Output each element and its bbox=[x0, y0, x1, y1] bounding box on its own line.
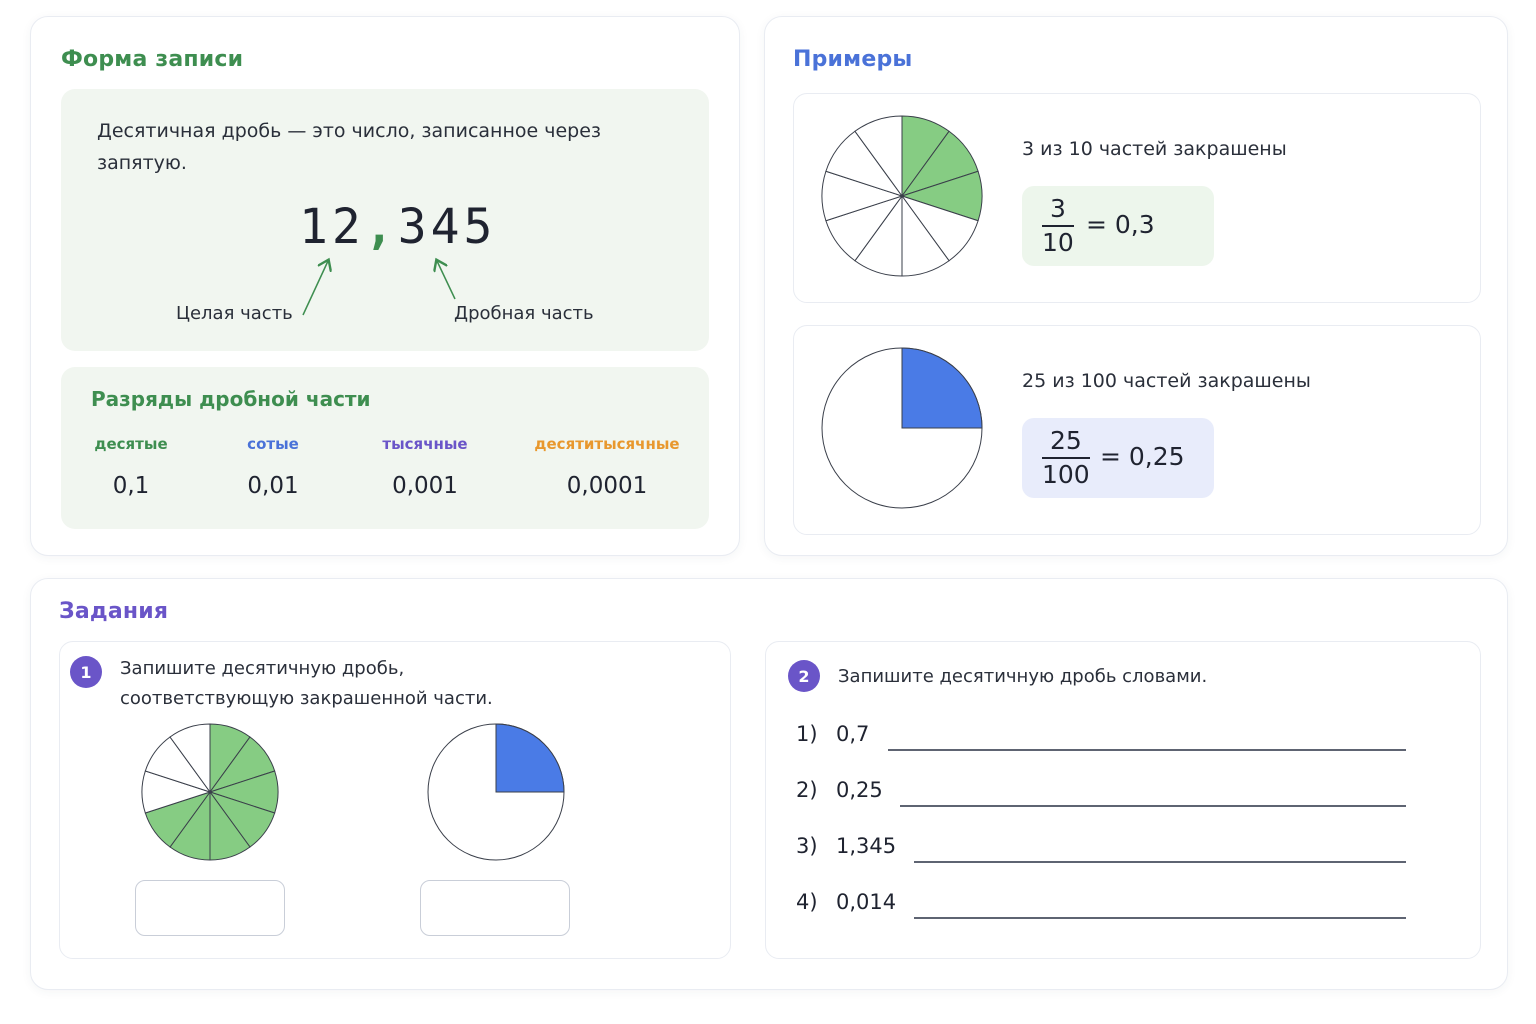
task-2: 2 Запишите десятичную дробь словами. 1) … bbox=[765, 641, 1481, 959]
arrow-fraction bbox=[437, 261, 456, 300]
task-2-answer-line-4[interactable] bbox=[914, 917, 1406, 919]
example-2-fraction: 25 100 bbox=[1042, 426, 1090, 490]
arrows-graphic bbox=[302, 89, 456, 316]
example-2-numerator: 25 bbox=[1049, 426, 1082, 455]
rank-name-thousandths: тысячные bbox=[382, 435, 468, 453]
number-fraction-part: 345 bbox=[397, 199, 497, 255]
task-2-item-number: 3) bbox=[796, 834, 818, 858]
task-1-circle-2 bbox=[427, 723, 565, 861]
definition-text: Десятичная дробь — это число, записанное… bbox=[97, 120, 602, 174]
task-1-answer-input-1[interactable] bbox=[135, 880, 285, 936]
number-comma: , bbox=[364, 199, 398, 255]
task-2-answer-line-3[interactable] bbox=[914, 861, 1406, 863]
task-2-badge: 2 bbox=[788, 660, 820, 692]
example-1-circle bbox=[821, 115, 983, 277]
example-2-circle bbox=[821, 347, 983, 509]
rank-value-hundredths: 0,01 bbox=[247, 473, 299, 499]
example-1-fraction: 3 10 bbox=[1042, 194, 1074, 258]
fraction-bar bbox=[1042, 225, 1074, 227]
task-1-pie-2 bbox=[427, 723, 565, 861]
task-1-text: Запишите десятичную дробь, соответствующ… bbox=[120, 654, 493, 714]
pie-slice-shaded bbox=[495, 723, 565, 793]
task-2-item-value: 1,345 bbox=[836, 834, 897, 858]
number-whole-part: 12 bbox=[299, 199, 365, 255]
example-1-denominator: 10 bbox=[1042, 228, 1074, 257]
format-panel: Форма записи Десятичная дробь — это числ… bbox=[30, 16, 740, 556]
rank-name-hundredths: сотые bbox=[247, 435, 299, 453]
fraction-bar bbox=[1042, 457, 1090, 459]
task-2-item-3: 3) 1,345 bbox=[796, 834, 1446, 866]
example-number: 12,345 bbox=[299, 199, 496, 255]
example-1-result: = 0,3 bbox=[1086, 210, 1155, 239]
pie-slice-empty bbox=[169, 723, 211, 794]
ranks-box: Разряды дробной части десятые сотые тыся… bbox=[61, 367, 709, 529]
rank-value-thousandths: 0,001 bbox=[392, 473, 458, 499]
label-fraction-part: Дробная часть bbox=[454, 303, 594, 324]
task-2-item-4: 4) 0,014 bbox=[796, 890, 1446, 922]
example-1-numerator: 3 bbox=[1049, 194, 1066, 223]
task-2-item-value: 0,25 bbox=[836, 778, 883, 802]
examples-panel: Примеры 3 из 10 частей закрашены 3 10 = … bbox=[764, 16, 1508, 556]
example-2-pie bbox=[821, 347, 983, 509]
task-1-answer-input-2[interactable] bbox=[420, 880, 570, 936]
task-2-item-number: 4) bbox=[796, 890, 818, 914]
example-1: 3 из 10 частей закрашены 3 10 = 0,3 bbox=[793, 93, 1481, 303]
task-2-item-2: 2) 0,25 bbox=[796, 778, 1446, 810]
tasks-panel: Задания 1 Запишите десятичную дробь, соо… bbox=[30, 578, 1508, 990]
task-2-text: Запишите десятичную дробь словами. bbox=[838, 666, 1208, 687]
example-2-caption: 25 из 100 частей закрашены bbox=[1022, 370, 1311, 392]
tasks-title: Задания bbox=[59, 599, 169, 624]
example-1-caption: 3 из 10 частей закрашены bbox=[1022, 138, 1287, 160]
task-2-answer-line-1[interactable] bbox=[888, 749, 1406, 751]
task-2-item-1: 1) 0,7 bbox=[796, 722, 1446, 754]
task-2-item-value: 0,014 bbox=[836, 890, 897, 914]
rank-name-tenthousandths: десятитысячные bbox=[534, 435, 680, 453]
task-1-circle-1 bbox=[141, 723, 279, 861]
rank-value-tenthousandths: 0,0001 bbox=[566, 473, 648, 499]
example-1-fraction-box: 3 10 = 0,3 bbox=[1022, 186, 1214, 266]
example-2-fraction-box: 25 100 = 0,25 bbox=[1022, 418, 1214, 498]
task-1-badge: 1 bbox=[70, 656, 102, 688]
task-2-item-value: 0,7 bbox=[836, 722, 870, 746]
format-title: Форма записи bbox=[61, 47, 244, 72]
task-1-pie-1 bbox=[141, 723, 279, 861]
examples-title: Примеры bbox=[793, 47, 913, 72]
example-2-result: = 0,25 bbox=[1100, 442, 1185, 471]
pie-slice-empty bbox=[854, 115, 903, 198]
definition-box: Десятичная дробь — это число, записанное… bbox=[61, 89, 709, 351]
rank-name-tenths: десятые bbox=[94, 435, 168, 453]
example-2: 25 из 100 частей закрашены 25 100 = 0,25 bbox=[793, 325, 1481, 535]
task-2-item-number: 1) bbox=[796, 722, 818, 746]
ranks-title: Разряды дробной части bbox=[91, 387, 371, 411]
task-1: 1 Запишите десятичную дробь, соответству… bbox=[59, 641, 731, 959]
task-2-answer-line-2[interactable] bbox=[900, 805, 1406, 807]
pie-slice-shaded bbox=[901, 347, 983, 429]
arrow-whole bbox=[302, 261, 328, 316]
example-1-pie bbox=[821, 115, 983, 277]
example-2-denominator: 100 bbox=[1042, 460, 1090, 489]
task-1-text-line1: Запишите десятичную дробь, bbox=[120, 658, 405, 679]
task-2-item-number: 2) bbox=[796, 778, 818, 802]
label-whole-part: Целая часть bbox=[176, 303, 293, 324]
task-1-text-line2: соответствующую закрашенной части. bbox=[120, 688, 493, 709]
rank-value-tenths: 0,1 bbox=[112, 473, 150, 499]
